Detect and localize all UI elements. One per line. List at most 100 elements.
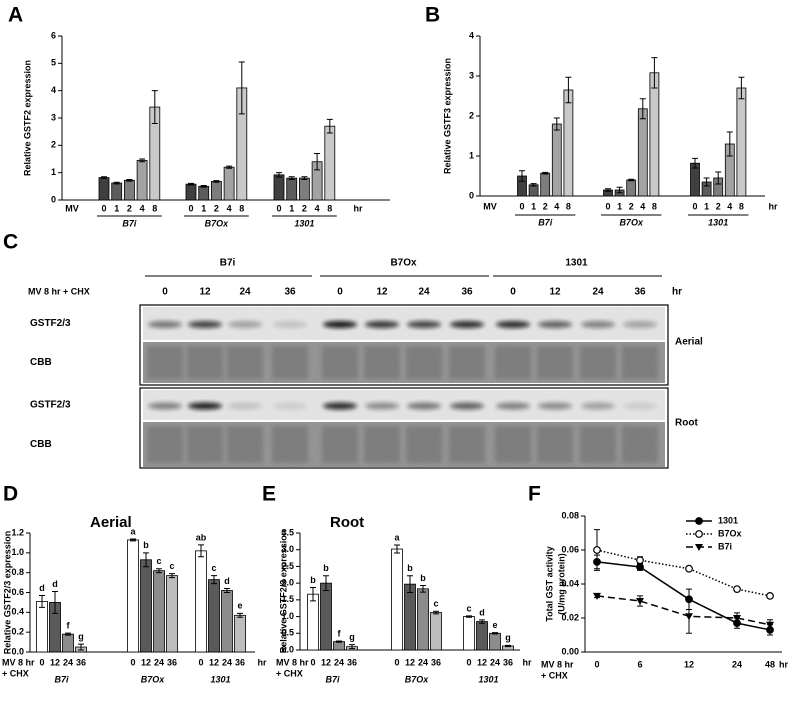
significance-letter: b <box>143 540 149 550</box>
x-axis-label: MV 8 hr <box>2 657 35 667</box>
x-tick-label: 0 <box>692 201 697 211</box>
error-bar <box>433 610 439 615</box>
x-tick-label: 1 <box>617 201 622 211</box>
bar <box>195 550 207 653</box>
bar <box>62 633 74 653</box>
error-bar <box>394 544 400 554</box>
error-bar <box>200 185 207 188</box>
marker <box>636 563 644 571</box>
panel-letter: E <box>262 483 276 506</box>
protein-band <box>407 321 441 328</box>
marker <box>766 592 774 600</box>
y-tick-label: 2.5 <box>281 561 294 571</box>
cbb-band <box>227 426 263 463</box>
protein-band <box>407 402 441 410</box>
error-bar <box>288 176 295 180</box>
group-label: B7Ox <box>205 218 230 228</box>
significance-letter: g <box>78 631 84 641</box>
bar <box>111 182 123 201</box>
group-label: B7Ox <box>390 258 417 269</box>
error-bar <box>519 170 525 182</box>
y-tick-label: 3.0 <box>281 544 294 554</box>
significance-letter: c <box>156 556 161 566</box>
error-bar <box>224 588 230 593</box>
protein-band <box>365 321 399 328</box>
bar <box>298 177 310 201</box>
x-tick-label: 36 <box>347 657 357 667</box>
error-bar <box>39 594 45 608</box>
significance-letter: b <box>407 563 413 573</box>
error-bar <box>323 575 329 591</box>
error-bar <box>169 573 175 579</box>
bar <box>551 123 562 197</box>
x-unit: hr <box>769 201 778 211</box>
cbb-band <box>406 346 442 379</box>
cbb-band <box>227 346 263 379</box>
error-bar <box>407 575 413 594</box>
y-tick-label: 1.2 <box>11 527 24 537</box>
y-tick-label: 0.4 <box>11 607 24 617</box>
y-tick-label: 4 <box>51 85 56 95</box>
significance-letter: d <box>39 583 45 593</box>
y-tick-label: 3 <box>469 70 474 80</box>
error-bar <box>188 182 194 186</box>
group-label: B7i <box>325 674 340 684</box>
cbb-band <box>449 426 485 463</box>
protein-band <box>450 321 484 328</box>
cbb-band <box>147 426 183 463</box>
panel-letter: B <box>425 4 440 27</box>
x-tick-label: 12 <box>141 657 151 667</box>
group-label: 1301 <box>478 674 498 684</box>
error-bar <box>542 171 549 175</box>
x-tick-label: 12 <box>405 657 415 667</box>
lane-label: 12 <box>549 287 561 298</box>
significance-letter: g <box>505 633 511 643</box>
error-bar <box>151 90 158 124</box>
significance-letter: b <box>420 573 426 583</box>
error-bar <box>479 619 485 624</box>
error-bar <box>310 586 316 602</box>
bar <box>307 593 319 651</box>
significance-letter: b <box>323 563 329 573</box>
y-tick-label: 0.08 <box>561 510 579 520</box>
y-tick-label: 3.5 <box>281 527 294 537</box>
x-tick-label: 36 <box>76 657 86 667</box>
protein-band <box>450 402 484 410</box>
bar <box>210 181 222 201</box>
error-bar <box>238 61 245 115</box>
x-tick-label: 12 <box>50 657 60 667</box>
y-axis-label: Relative GSTF2 expression <box>22 60 32 176</box>
y-tick-label: 0.5 <box>281 628 294 638</box>
x-unit: hr <box>258 657 267 667</box>
error-bar <box>703 177 710 187</box>
bar <box>404 583 416 651</box>
lane-label: 36 <box>461 287 473 298</box>
x-tick-label: 0 <box>594 659 599 669</box>
x-tick-label: 4 <box>554 201 559 211</box>
bar <box>476 621 488 651</box>
marker <box>695 517 703 525</box>
y-tick-label: 0.04 <box>561 578 579 588</box>
lane-label: 36 <box>634 287 646 298</box>
x-tick-label: 8 <box>152 203 157 213</box>
y-tick-label: 2 <box>51 140 56 150</box>
x-tick-label: 0 <box>130 657 135 667</box>
cbb-band <box>622 426 658 463</box>
bar <box>637 108 648 197</box>
cbb-band <box>272 426 308 463</box>
bar <box>234 614 246 653</box>
x-unit: hr <box>354 203 363 213</box>
lane-label: 12 <box>199 287 211 298</box>
y-tick-label: 5 <box>51 58 56 68</box>
significance-letter: d <box>479 607 485 617</box>
bar <box>221 590 233 653</box>
y-tick-label: 0.0 <box>281 644 294 654</box>
error-bar <box>301 176 308 180</box>
lane-label: 24 <box>239 287 251 298</box>
marker <box>695 530 703 538</box>
y-tick-label: 1.5 <box>281 594 294 604</box>
error-bar <box>530 183 537 187</box>
protein-band <box>188 402 222 410</box>
lane-label: 12 <box>376 287 388 298</box>
